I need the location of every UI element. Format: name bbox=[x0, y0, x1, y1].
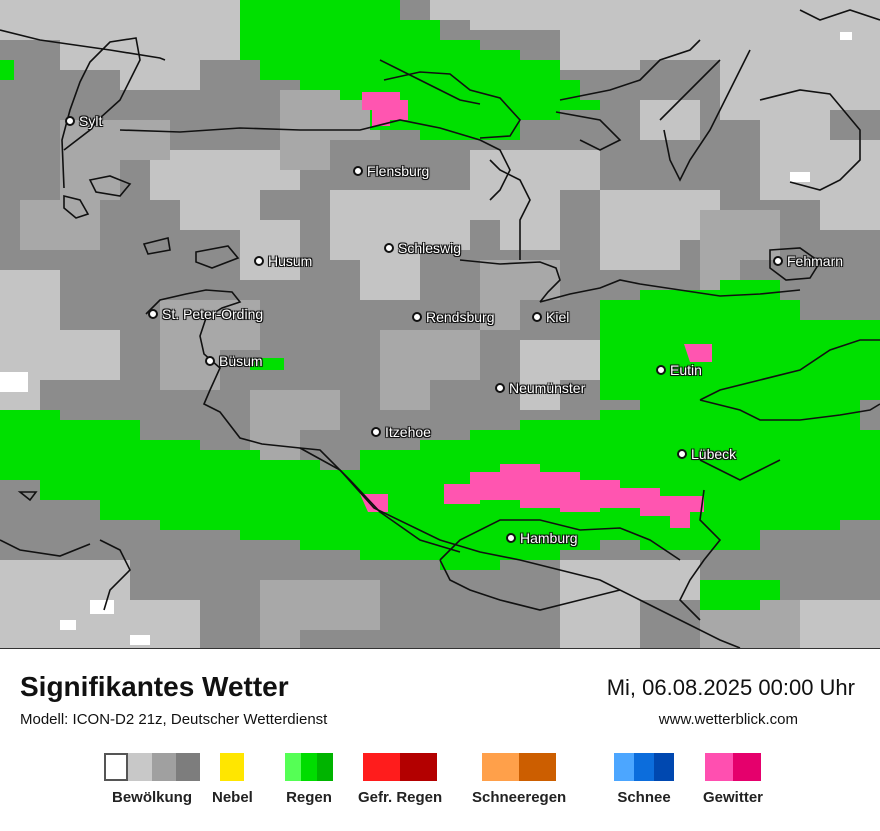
legend-regen: Regen bbox=[285, 753, 333, 806]
legend-swatches bbox=[285, 753, 333, 781]
city-itzehoe[interactable]: Itzehoe bbox=[371, 424, 431, 440]
legend-label: Schnee bbox=[617, 789, 671, 806]
page-title: Signifikantes Wetter bbox=[20, 671, 289, 702]
legend-swatch bbox=[128, 753, 152, 781]
city-label: St. Peter-Ording bbox=[162, 306, 264, 322]
city-dot-icon bbox=[773, 256, 783, 266]
city-label: Flensburg bbox=[367, 163, 430, 179]
website-link[interactable]: www.wetterblick.com bbox=[658, 711, 798, 728]
legend-swatches bbox=[705, 753, 761, 781]
city-label: Kiel bbox=[546, 309, 570, 325]
legend-swatch bbox=[482, 753, 520, 781]
legend-swatches bbox=[220, 753, 245, 781]
map-footer: Signifikantes Wetter Modell: ICON-D2 21z… bbox=[0, 648, 880, 831]
city-dot-icon bbox=[677, 449, 687, 459]
cloud-cover-clear bbox=[0, 32, 852, 645]
legend-label: Regen bbox=[286, 789, 332, 806]
legend-swatches bbox=[363, 753, 438, 781]
forecast-datetime: Mi, 06.08.2025 00:00 Uhr bbox=[606, 675, 855, 700]
model-subtitle: Modell: ICON-D2 21z, Deutscher Wetterdie… bbox=[20, 711, 328, 728]
legend-swatches bbox=[482, 753, 557, 781]
city-dot-icon bbox=[495, 383, 505, 393]
city-label: Eutin bbox=[670, 362, 702, 378]
legend-swatch bbox=[104, 753, 128, 781]
city-label: Fehmarn bbox=[787, 253, 844, 269]
city-label: Husum bbox=[268, 253, 313, 269]
city-dot-icon bbox=[205, 356, 215, 366]
legend-label: Gewitter bbox=[703, 789, 764, 806]
city-dot-icon bbox=[148, 309, 158, 319]
legend-swatch bbox=[614, 753, 634, 781]
legend-label: Nebel bbox=[212, 789, 253, 806]
city-dot-icon bbox=[371, 427, 381, 437]
legend-bewoelkung: Bewölkung bbox=[104, 753, 200, 806]
city-label: Neumünster bbox=[509, 380, 586, 396]
legend-swatch bbox=[634, 753, 654, 781]
legend-label: Bewölkung bbox=[111, 789, 192, 806]
city-dot-icon bbox=[384, 243, 394, 253]
legend-schnee: Schnee bbox=[614, 753, 674, 806]
city-eutin[interactable]: Eutin bbox=[656, 362, 702, 378]
legend-swatch bbox=[152, 753, 176, 781]
city-dot-icon bbox=[254, 256, 264, 266]
city-label: Lübeck bbox=[691, 446, 737, 462]
legend-gefr-regen: Gefr. Regen bbox=[358, 753, 442, 806]
weather-map: Sylt Flensburg Schleswig Husum Fehmarn S… bbox=[0, 0, 880, 648]
city-st-peter-ording[interactable]: St. Peter-Ording bbox=[148, 306, 264, 322]
city-label: Hamburg bbox=[520, 530, 578, 546]
city-fehmarn[interactable]: Fehmarn bbox=[773, 253, 844, 269]
legend-swatch bbox=[654, 753, 674, 781]
legend-swatch bbox=[220, 753, 245, 781]
city-dot-icon bbox=[506, 533, 516, 543]
city-flensburg[interactable]: Flensburg bbox=[353, 163, 430, 179]
city-label: Sylt bbox=[79, 113, 103, 129]
coastline-borders bbox=[0, 9, 880, 648]
legend-swatch bbox=[733, 753, 761, 781]
map-layers bbox=[0, 0, 880, 648]
legend-swatch bbox=[301, 753, 317, 781]
city-label: Rendsburg bbox=[426, 309, 495, 325]
city-label: Büsum bbox=[219, 353, 263, 369]
legend-label: Gefr. Regen bbox=[358, 789, 443, 806]
legend-swatch bbox=[519, 753, 557, 781]
city-neumuenster[interactable]: Neumünster bbox=[495, 380, 586, 396]
legend-label: Schneeregen bbox=[472, 789, 567, 806]
city-dot-icon bbox=[353, 166, 363, 176]
city-buesum[interactable]: Büsum bbox=[205, 353, 263, 369]
legend-swatch bbox=[176, 753, 200, 781]
rain-areas bbox=[0, 0, 880, 610]
city-dot-icon bbox=[532, 312, 542, 322]
city-dot-icon bbox=[656, 365, 666, 375]
city-luebeck[interactable]: Lübeck bbox=[677, 446, 737, 462]
city-label: Schleswig bbox=[398, 240, 462, 256]
legend-nebel: Nebel bbox=[212, 753, 253, 806]
city-dot-icon bbox=[412, 312, 422, 322]
legend-swatches bbox=[104, 753, 200, 781]
legend-swatch bbox=[317, 753, 333, 781]
city-dot-icon bbox=[65, 116, 75, 126]
city-sylt[interactable]: Sylt bbox=[65, 113, 103, 129]
legend-swatch bbox=[400, 753, 438, 781]
city-husum[interactable]: Husum bbox=[254, 253, 313, 269]
legend-swatch bbox=[705, 753, 733, 781]
legend-schneeregen: Schneeregen bbox=[472, 753, 566, 806]
city-label: Itzehoe bbox=[385, 424, 431, 440]
city-hamburg[interactable]: Hamburg bbox=[506, 530, 578, 546]
city-schleswig[interactable]: Schleswig bbox=[384, 240, 462, 256]
legend-gewitter: Gewitter bbox=[703, 753, 763, 806]
city-rendsburg[interactable]: Rendsburg bbox=[412, 309, 495, 325]
thunderstorm-areas bbox=[360, 92, 712, 528]
legend-swatches bbox=[614, 753, 674, 781]
legend-swatch bbox=[363, 753, 401, 781]
city-kiel[interactable]: Kiel bbox=[532, 309, 570, 325]
legend-swatch bbox=[285, 753, 301, 781]
